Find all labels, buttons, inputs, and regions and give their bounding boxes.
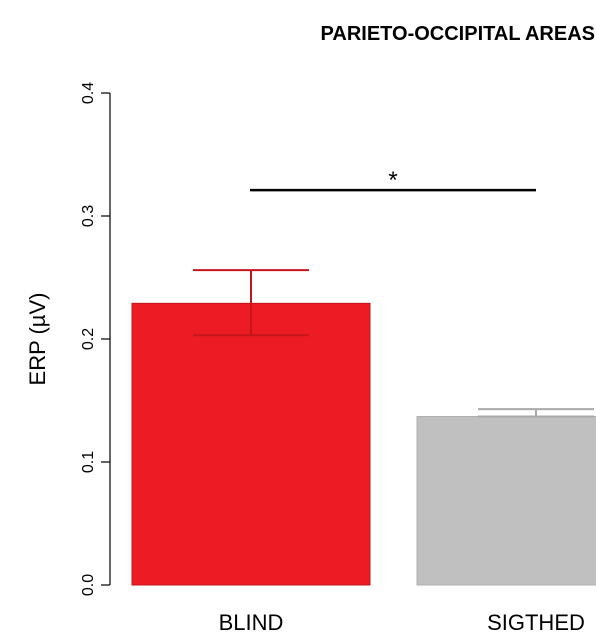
- significance-marker: *: [250, 167, 536, 194]
- bar: [416, 415, 596, 586]
- significance-star: *: [388, 167, 397, 194]
- y-axis: 0.0 0.1 0.2 0.3 0.4: [80, 82, 111, 596]
- y-tick-label: 0.3: [80, 205, 97, 227]
- category-label: BLIND: [219, 610, 284, 635]
- y-axis-label: ERP (µV): [25, 293, 50, 386]
- y-tick-label: 0.1: [80, 451, 97, 473]
- y-tick-label: 0.0: [80, 574, 97, 596]
- error-bars: [193, 269, 594, 418]
- category-label: SIGTHED: [487, 610, 585, 635]
- chart-title: PARIETO-OCCIPITAL AREAS: [321, 23, 595, 45]
- bars: [131, 302, 596, 586]
- y-tick-label: 0.2: [80, 328, 97, 350]
- category-labels: BLIND SIGTHED: [219, 610, 585, 635]
- y-tick-label: 0.4: [80, 82, 97, 104]
- bar: [131, 302, 371, 586]
